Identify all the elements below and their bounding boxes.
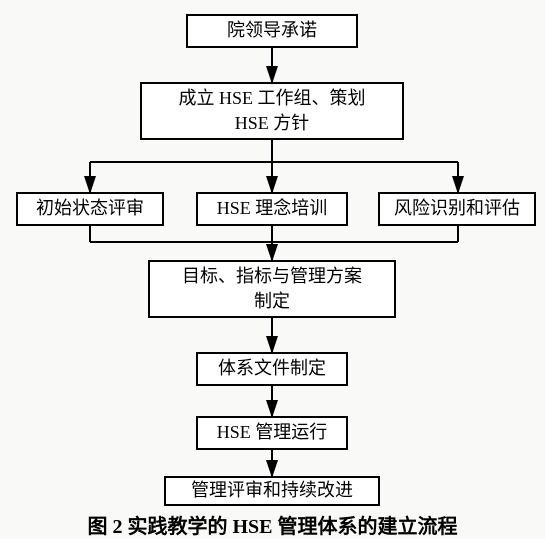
node-risk-assessment: 风险识别和评估 [378,192,536,226]
node-initial-review: 初始状态评审 [16,192,164,226]
node-objectives-plan: 目标、指标与管理方案制定 [148,260,396,318]
node-review-improve: 管理评审和持续改进 [164,476,380,506]
node-hse-training: HSE 理念培训 [196,192,348,226]
node-workgroup-policy: 成立 HSE 工作组、策划HSE 方针 [140,82,404,140]
figure-caption: 图 2 实践教学的 HSE 管理体系的建立流程 [0,510,545,539]
flowchart-canvas: 院领导承诺 成立 HSE 工作组、策划HSE 方针 初始状态评审 HSE 理念培… [0,0,545,533]
node-system-documents: 体系文件制定 [196,352,348,386]
node-commitment: 院领导承诺 [186,14,358,48]
node-hse-operation: HSE 管理运行 [196,416,348,450]
